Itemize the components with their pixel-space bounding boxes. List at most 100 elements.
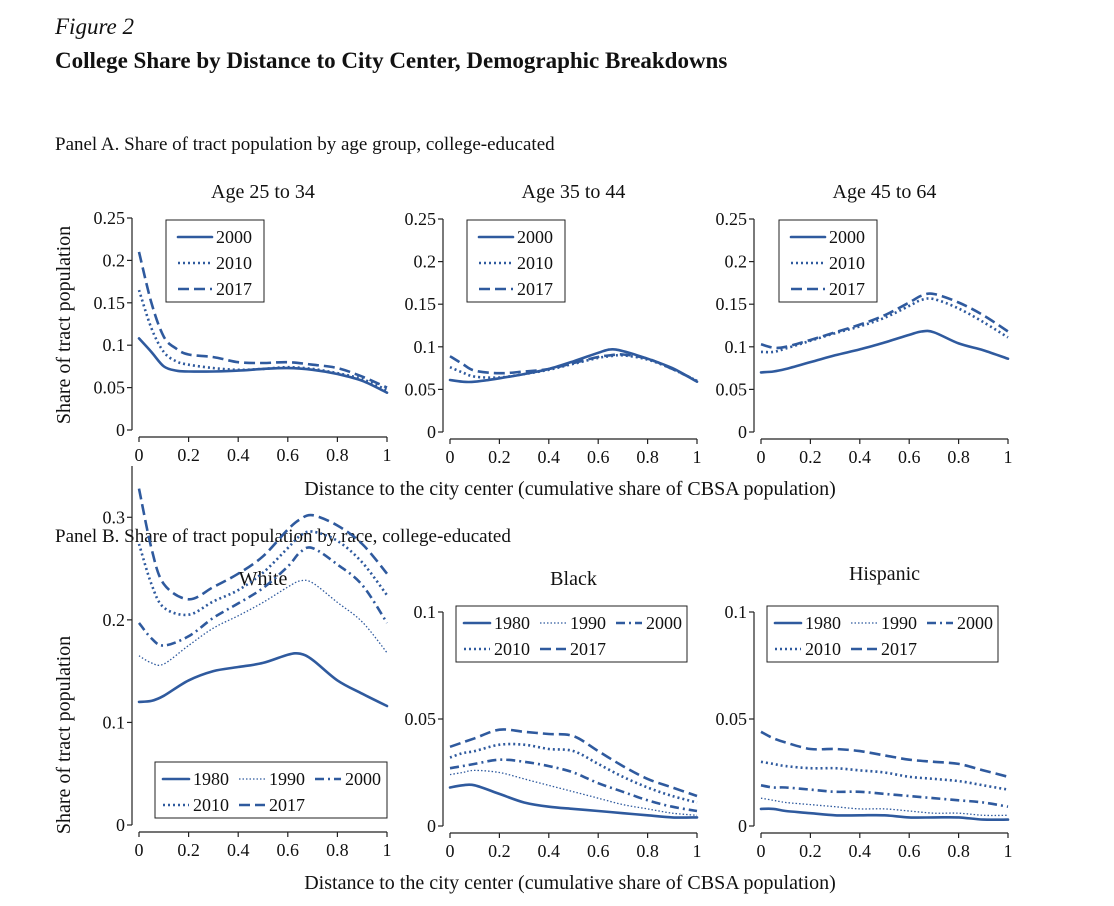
y-tick-label: 0.2 xyxy=(725,252,748,272)
y-tick-label: 0 xyxy=(738,422,747,442)
x-tick-label: 0 xyxy=(757,447,766,467)
y-tick-label: 0 xyxy=(116,420,125,440)
y-tick-label: 0.05 xyxy=(405,379,437,399)
x-tick-label: 0 xyxy=(446,841,455,861)
figure-title: College Share by Distance to City Center… xyxy=(55,48,728,73)
legend-label-2010: 2010 xyxy=(193,795,229,815)
panel-a-label: Panel A. Share of tract population by ag… xyxy=(55,134,555,155)
series-line-1980 xyxy=(759,807,1010,822)
y-tick-label: 0.05 xyxy=(716,379,748,399)
y-tick-label: 0.1 xyxy=(103,335,126,355)
y-tick-label: 0 xyxy=(427,816,436,836)
y-tick-label: 0.1 xyxy=(103,712,126,732)
y-tick-label: 0.15 xyxy=(716,294,748,314)
x-tick-label: 0.6 xyxy=(277,445,300,465)
series-line-2000 xyxy=(759,329,1010,374)
x-tick-label: 0.4 xyxy=(538,447,561,467)
x-tick-label: 1 xyxy=(693,447,702,467)
series-line-2010 xyxy=(449,353,698,383)
x-tick-label: 0 xyxy=(446,447,455,467)
legend-label-2000: 2000 xyxy=(216,227,252,247)
x-axis-title-panel-a: Distance to the city center (cumulative … xyxy=(304,478,836,500)
y-tick-label: 0.05 xyxy=(716,709,748,729)
x-tick-label: 1 xyxy=(1004,841,1013,861)
series-line-2017 xyxy=(760,292,1009,350)
y-tick-label: 0 xyxy=(738,816,747,836)
y-tick-label: 0.15 xyxy=(94,293,126,313)
series-line-2017 xyxy=(449,353,698,383)
legend-box xyxy=(154,761,388,819)
series-line-2017 xyxy=(760,730,1009,779)
subplot-title: White xyxy=(239,568,288,590)
series-line-2017 xyxy=(137,251,388,389)
x-tick-label: 0.2 xyxy=(177,445,200,465)
legend-label-2010: 2010 xyxy=(494,639,530,659)
x-tick-label: 0.6 xyxy=(898,841,921,861)
x-tick-label: 0.4 xyxy=(227,445,250,465)
series-line-2000 xyxy=(449,758,698,813)
x-tick-label: 0 xyxy=(135,840,144,860)
y-tick-label: 0.2 xyxy=(103,610,126,630)
legend-label-2010: 2010 xyxy=(805,639,841,659)
series-line-1990 xyxy=(760,797,1009,817)
legend-box xyxy=(778,219,878,303)
series-line-2010 xyxy=(760,760,1009,791)
y-tick-label: 0.1 xyxy=(725,337,748,357)
legend-label-1990: 1990 xyxy=(570,613,606,633)
y-axis-title-panel-b: Share of tract population xyxy=(53,636,75,834)
legend-label-2000: 2000 xyxy=(829,227,865,247)
y-tick-label: 0.1 xyxy=(725,602,748,622)
legend-label-2017: 2017 xyxy=(829,279,865,299)
legend-label-2000: 2000 xyxy=(646,613,682,633)
y-tick-label: 0.1 xyxy=(414,602,437,622)
subplot-title: Age 35 to 44 xyxy=(522,181,626,203)
series-line-2000 xyxy=(760,784,1009,808)
legend-box xyxy=(455,605,688,663)
series-line-2000 xyxy=(137,337,389,394)
x-tick-label: 0.8 xyxy=(326,445,349,465)
series-line-2010 xyxy=(137,289,388,392)
legend-box xyxy=(766,605,999,663)
series-line-2010 xyxy=(449,742,698,804)
legend-label-2010: 2010 xyxy=(517,253,553,273)
legend-label-2017: 2017 xyxy=(881,639,917,659)
y-tick-label: 0.3 xyxy=(103,507,126,527)
y-tick-label: 0.25 xyxy=(716,209,748,229)
legend-label-2010: 2010 xyxy=(829,253,865,273)
legend-label-1980: 1980 xyxy=(193,769,229,789)
x-tick-label: 1 xyxy=(383,445,392,465)
y-tick-label: 0.25 xyxy=(94,208,126,228)
x-axis-title-panel-b: Distance to the city center (cumulative … xyxy=(304,872,836,894)
y-tick-label: 0.05 xyxy=(94,378,126,398)
x-tick-label: 0.8 xyxy=(636,447,659,467)
subplot-title: Age 45 to 64 xyxy=(833,181,937,203)
x-tick-label: 0.8 xyxy=(636,841,659,861)
x-tick-label: 0.8 xyxy=(947,841,970,861)
legend-label-2000: 2000 xyxy=(517,227,553,247)
series-line-2000 xyxy=(448,348,699,384)
x-tick-label: 0.8 xyxy=(947,447,970,467)
y-tick-label: 0.2 xyxy=(103,250,126,270)
legend-label-1980: 1980 xyxy=(805,613,841,633)
x-tick-label: 0.6 xyxy=(587,841,610,861)
x-tick-label: 0.2 xyxy=(799,447,822,467)
series-line-2017 xyxy=(449,728,698,798)
x-tick-label: 0.6 xyxy=(277,840,300,860)
legend-label-2010: 2010 xyxy=(216,253,252,273)
series-line-1990 xyxy=(138,579,388,666)
y-tick-label: 0.25 xyxy=(405,209,437,229)
series-line-2017 xyxy=(137,488,389,601)
y-tick-label: 0.15 xyxy=(405,294,437,314)
y-tick-label: 0 xyxy=(116,815,125,835)
legend-label-2017: 2017 xyxy=(216,279,252,299)
legend-label-1980: 1980 xyxy=(494,613,530,633)
x-tick-label: 0 xyxy=(135,445,144,465)
x-tick-label: 0.4 xyxy=(849,447,872,467)
legend-label-1990: 1990 xyxy=(881,613,917,633)
legend-label-2017: 2017 xyxy=(517,279,553,299)
y-tick-label: 0.1 xyxy=(414,337,437,357)
y-tick-label: 0.2 xyxy=(414,252,437,272)
subplot-title: Hispanic xyxy=(849,563,920,585)
x-tick-label: 0.8 xyxy=(326,840,349,860)
